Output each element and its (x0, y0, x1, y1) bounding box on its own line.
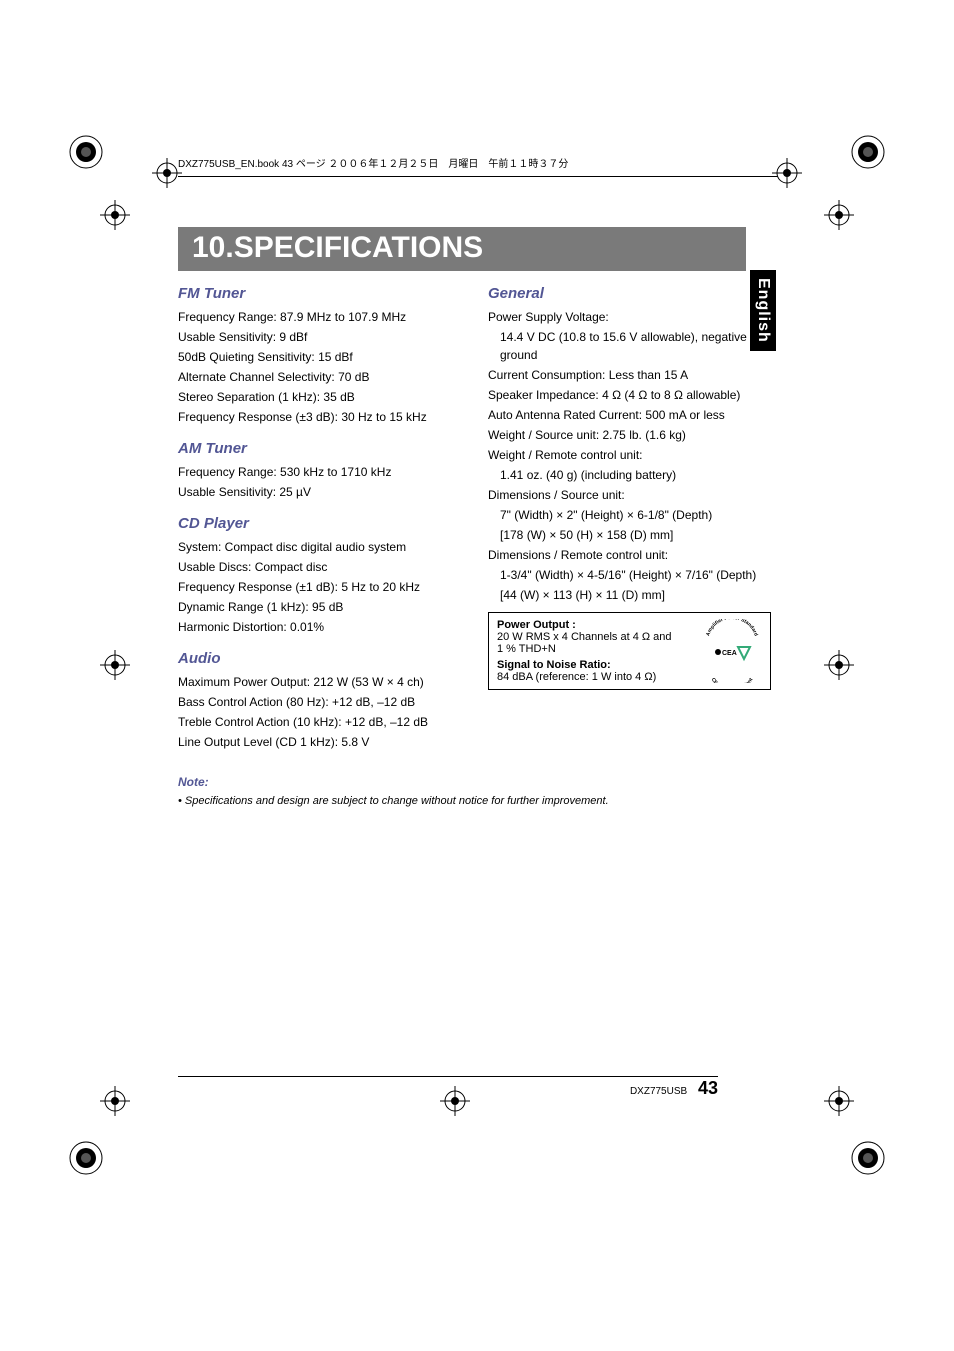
spec-line: 14.4 V DC (10.8 to 15.6 V allowable), ne… (488, 328, 778, 364)
section-title-cd: CD Player (178, 515, 468, 532)
spec-line: Dynamic Range (1 kHz): 95 dB (178, 598, 468, 616)
section-title-general: General (488, 285, 778, 302)
registration-mark-icon (100, 200, 130, 230)
doc-header-text: DXZ775USB_EN.book 43 ページ ２００６年１２月２５日 月曜日… (178, 155, 778, 170)
footer-model: DXZ775USB (630, 1086, 687, 1097)
spec-line: Weight / Remote control unit: (488, 446, 778, 464)
spec-line: 50dB Quieting Sensitivity: 15 dBf (178, 348, 468, 366)
section-title-am: AM Tuner (178, 440, 468, 457)
cea-logo-icon: Amplifier Power Standard CEA-2006 Compli… (700, 619, 764, 683)
spec-line: Maximum Power Output: 212 W (53 W × 4 ch… (178, 673, 468, 691)
spec-line: Power Supply Voltage: (488, 308, 778, 326)
svg-text:CEA: CEA (722, 650, 737, 657)
registration-mark-icon (824, 1086, 854, 1116)
section-title-fm: FM Tuner (178, 285, 468, 302)
printer-mark-icon (68, 1140, 104, 1176)
spec-line: 1-3/4" (Width) × 4-5/16" (Height) × 7/16… (488, 566, 778, 584)
spec-line: Frequency Range: 530 kHz to 1710 kHz (178, 463, 468, 481)
spec-line: Alternate Channel Selectivity: 70 dB (178, 368, 468, 386)
power-output-box: Power Output : 20 W RMS x 4 Channels at … (488, 612, 771, 690)
spec-line: Harmonic Distortion: 0.01% (178, 618, 468, 636)
spec-line: Dimensions / Remote control unit: (488, 546, 778, 564)
snr-value: 84 dBA (reference: 1 W into 4 Ω) (497, 671, 697, 683)
spec-line: Auto Antenna Rated Current: 500 mA or le… (488, 406, 778, 424)
section-title-audio: Audio (178, 650, 468, 667)
registration-mark-icon (824, 200, 854, 230)
spec-line: Speaker Impedance: 4 Ω (4 Ω to 8 Ω allow… (488, 386, 778, 404)
printer-mark-icon (850, 1140, 886, 1176)
svg-text:CEA-2006 Compliant: CEA-2006 Compliant (710, 677, 755, 683)
left-column: FM Tuner Frequency Range: 87.9 MHz to 10… (178, 285, 468, 753)
spec-line: Dimensions / Source unit: (488, 486, 778, 504)
note-title: Note: (178, 775, 778, 789)
note-body: • Specifications and design are subject … (178, 795, 778, 807)
spec-line: 7" (Width) × 2" (Height) × 6-1/8" (Depth… (488, 506, 778, 524)
printer-mark-icon (68, 134, 104, 170)
right-column: General Power Supply Voltage: 14.4 V DC (… (488, 285, 778, 753)
spec-line: Frequency Response (±1 dB): 5 Hz to 20 k… (178, 578, 468, 596)
spec-line: Frequency Range: 87.9 MHz to 107.9 MHz (178, 308, 468, 326)
spec-line: System: Compact disc digital audio syste… (178, 538, 468, 556)
spec-line: [178 (W) × 50 (H) × 158 (D) mm] (488, 526, 778, 544)
snr-label: Signal to Noise Ratio: (497, 659, 611, 671)
registration-mark-icon (824, 650, 854, 680)
spec-line: Treble Control Action (10 kHz): +12 dB, … (178, 713, 468, 731)
power-output-value: 20 W RMS x 4 Channels at 4 Ω and 1 % THD… (497, 631, 677, 655)
power-output-label: Power Output : (497, 619, 576, 631)
page-footer: DXZ775USB 43 (178, 1078, 718, 1099)
spec-line: 1.41 oz. (40 g) (including battery) (488, 466, 778, 484)
printer-mark-icon (850, 134, 886, 170)
spec-line: Usable Sensitivity: 9 dBf (178, 328, 468, 346)
page-number: 43 (698, 1078, 718, 1098)
footer-rule (178, 1076, 718, 1077)
spec-line: Frequency Response (±3 dB): 30 Hz to 15 … (178, 408, 468, 426)
spec-line: Stereo Separation (1 kHz): 35 dB (178, 388, 468, 406)
svg-text:Amplifier Power Standard: Amplifier Power Standard (705, 619, 759, 637)
registration-mark-icon (100, 650, 130, 680)
spec-line: Line Output Level (CD 1 kHz): 5.8 V (178, 733, 468, 751)
spec-line: [44 (W) × 113 (H) × 11 (D) mm] (488, 586, 778, 604)
spec-line: Current Consumption: Less than 15 A (488, 366, 778, 384)
page-content: DXZ775USB_EN.book 43 ページ ２００６年１２月２５日 月曜日… (178, 155, 778, 807)
spec-line: Bass Control Action (80 Hz): +12 dB, –12… (178, 693, 468, 711)
spec-line: Weight / Source unit: 2.75 lb. (1.6 kg) (488, 426, 778, 444)
registration-mark-icon (100, 1086, 130, 1116)
page-title: 10.SPECIFICATIONS (178, 227, 746, 271)
spec-line: Usable Sensitivity: 25 µV (178, 483, 468, 501)
spec-line: Usable Discs: Compact disc (178, 558, 468, 576)
header-rule (178, 176, 778, 177)
